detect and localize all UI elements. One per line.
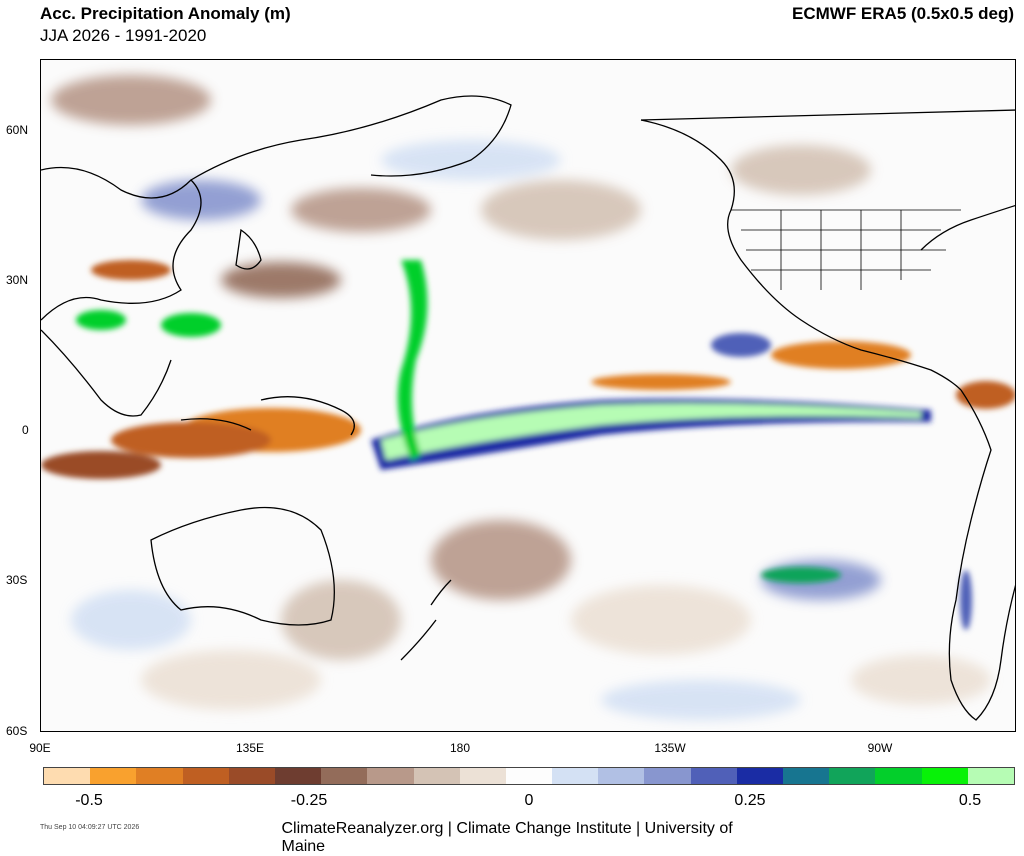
colorbar-swatch (274, 768, 322, 784)
wet-anomaly-bands (76, 260, 972, 630)
dataset-label: ECMWF ERA5 (0.5x0.5 deg) (792, 4, 1014, 23)
lat-label-60n: 60N (6, 123, 29, 137)
colorbar-swatch (182, 768, 229, 784)
map-title: Acc. Precipitation Anomaly (m) (40, 4, 291, 23)
colorbar-swatch (644, 768, 691, 784)
colorbar-tick-neg-0-5: -0.5 (75, 792, 103, 809)
anomaly-map (40, 59, 1016, 732)
colorbar-tick-zero: 0 (524, 792, 534, 809)
lon-label-90w: 90W (867, 741, 893, 755)
lat-label-equator: 0 (22, 423, 29, 437)
colorbar-tick-neg-0-25: -0.25 (290, 792, 328, 809)
anomaly-field (51, 75, 991, 720)
lat-label-30s: 30S (6, 573, 28, 587)
dry-anomaly-bands (41, 260, 1015, 479)
colorbar-swatch (967, 768, 1014, 784)
colorbar-swatch (44, 768, 91, 784)
colorbar-swatch (90, 768, 137, 784)
colorbar-swatch (505, 768, 553, 784)
lon-label-135e: 135E (235, 741, 265, 755)
colorbar-swatch (598, 768, 645, 784)
credit-line: ClimateReanalyzer.org | Climate Change I… (281, 820, 733, 855)
colorbar-swatch (459, 768, 506, 784)
colorbar-swatch (367, 768, 414, 784)
lat-label-30n: 30N (6, 273, 29, 287)
lon-label-90e: 90E (29, 741, 51, 755)
lat-label-60s: 60S (6, 724, 28, 738)
colorbar-swatch (783, 768, 830, 784)
colorbar-swatch (321, 768, 368, 784)
colorbar-tick-0-25: 0.25 (734, 792, 766, 809)
lon-label-135w: 135W (654, 741, 686, 755)
map-subtitle: JJA 2026 - 1991-2020 (40, 26, 207, 45)
colorbar-swatch (552, 768, 599, 784)
colorbar-swatch (736, 768, 783, 784)
colorbar-swatch (136, 768, 183, 784)
colorbar (43, 767, 1015, 785)
colorbar-swatch (829, 768, 876, 784)
political-borders (731, 209, 961, 290)
map-canvas (41, 60, 1015, 731)
colorbar-tick-0-5: 0.5 (958, 792, 982, 809)
colorbar-swatch (228, 768, 275, 784)
coastlines (41, 95, 1015, 721)
colorbar-swatch (875, 768, 922, 784)
generation-timestamp: Thu Sep 10 04:09:27 UTC 2026 (40, 824, 140, 831)
colorbar-swatch (413, 768, 460, 784)
colorbar-swatch (690, 768, 737, 784)
colorbar-swatch (921, 768, 968, 784)
lon-label-180: 180 (449, 741, 471, 755)
